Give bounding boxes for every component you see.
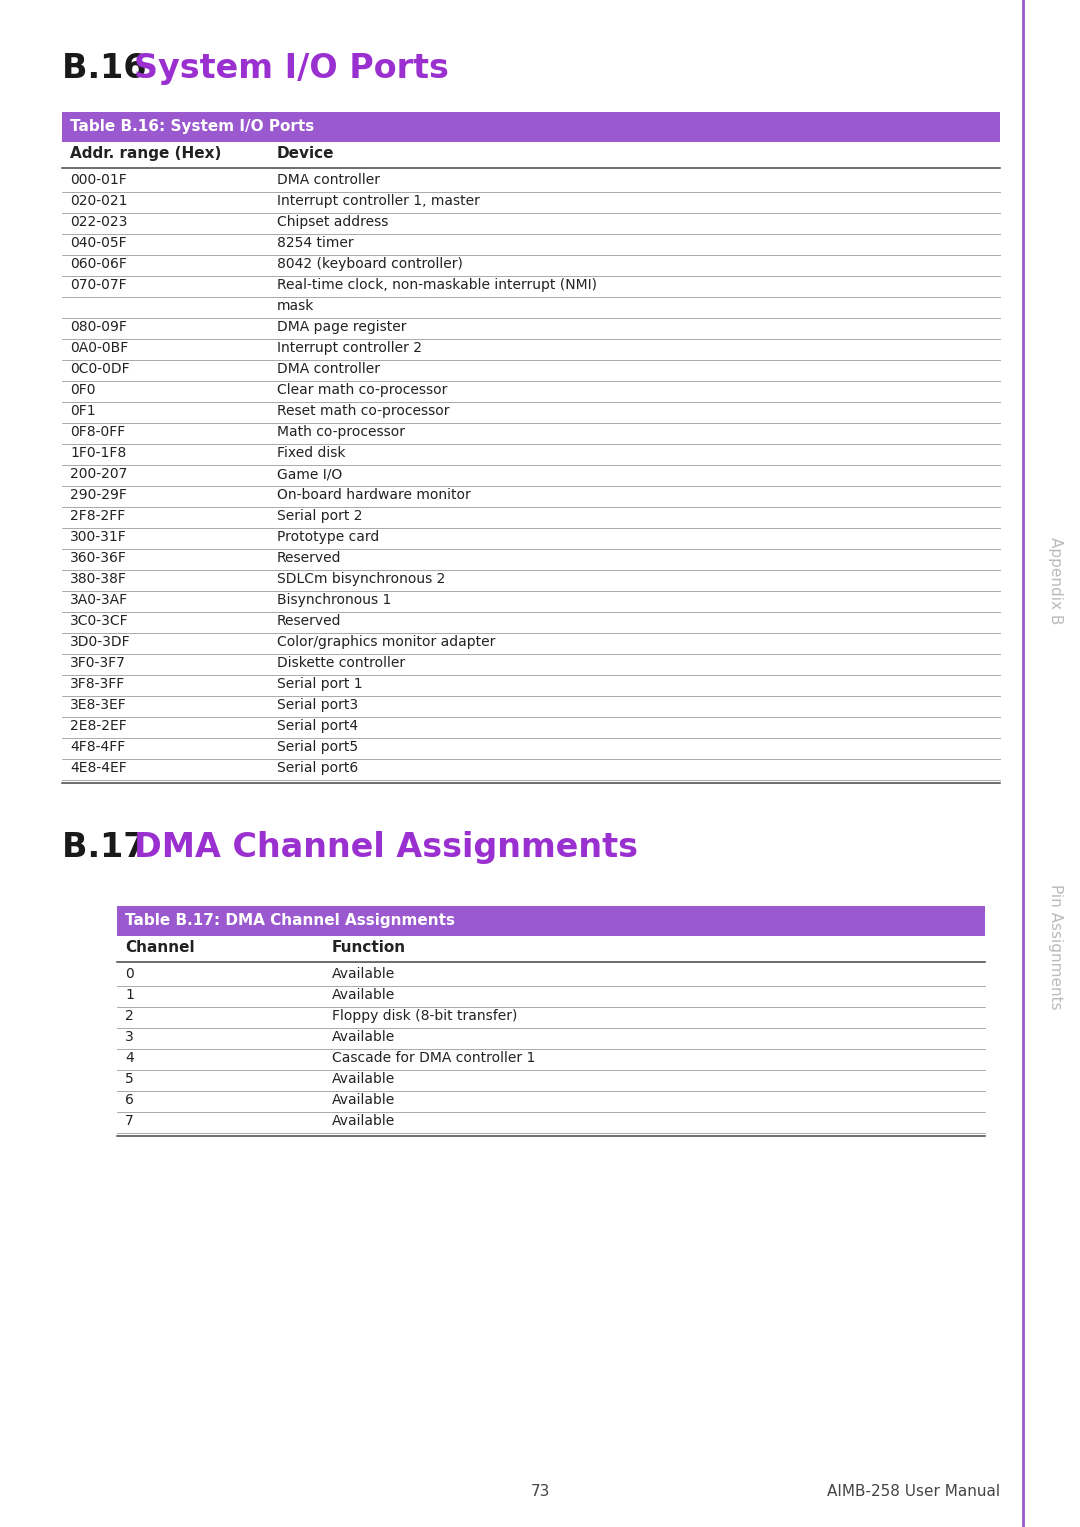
Text: 3A0-3AF: 3A0-3AF xyxy=(70,592,129,608)
Text: Real-time clock, non-maskable interrupt (NMI): Real-time clock, non-maskable interrupt … xyxy=(276,278,597,292)
Text: Diskette controller: Diskette controller xyxy=(276,657,405,670)
Text: Available: Available xyxy=(332,1072,395,1086)
Text: AIMB-258 User Manual: AIMB-258 User Manual xyxy=(827,1484,1000,1500)
Text: DMA page register: DMA page register xyxy=(276,321,406,334)
Text: 080-09F: 080-09F xyxy=(70,321,126,334)
Text: Table B.16: System I/O Ports: Table B.16: System I/O Ports xyxy=(70,119,314,134)
Text: Pin Assignments: Pin Assignments xyxy=(1048,884,1063,1009)
Text: 4: 4 xyxy=(125,1051,134,1064)
Text: 0F0: 0F0 xyxy=(70,383,95,397)
Text: 4F8-4FF: 4F8-4FF xyxy=(70,741,125,754)
Text: SDLCm bisynchronous 2: SDLCm bisynchronous 2 xyxy=(276,573,445,586)
Text: 020-021: 020-021 xyxy=(70,194,127,208)
Text: DMA controller: DMA controller xyxy=(276,173,380,186)
Text: Serial port5: Serial port5 xyxy=(276,741,359,754)
Text: Device: Device xyxy=(276,147,335,160)
Text: 3E8-3EF: 3E8-3EF xyxy=(70,698,126,712)
Text: 060-06F: 060-06F xyxy=(70,257,126,270)
Text: Available: Available xyxy=(332,988,395,1002)
Text: Prototype card: Prototype card xyxy=(276,530,379,544)
Text: Clear math co-processor: Clear math co-processor xyxy=(276,383,447,397)
Text: 7: 7 xyxy=(125,1115,134,1128)
Text: B.17: B.17 xyxy=(62,831,158,864)
Text: 000-01F: 000-01F xyxy=(70,173,126,186)
Text: 070-07F: 070-07F xyxy=(70,278,126,292)
Text: Serial port3: Serial port3 xyxy=(276,698,359,712)
Text: 0F1: 0F1 xyxy=(70,405,96,418)
Text: 300-31F: 300-31F xyxy=(70,530,126,544)
Text: Serial port 2: Serial port 2 xyxy=(276,508,363,524)
Text: Addr. range (Hex): Addr. range (Hex) xyxy=(70,147,221,160)
Text: 380-38F: 380-38F xyxy=(70,573,126,586)
Text: Channel: Channel xyxy=(125,941,194,954)
Text: Fixed disk: Fixed disk xyxy=(276,446,346,460)
Text: mask: mask xyxy=(276,299,314,313)
Bar xyxy=(117,906,985,936)
Text: 0: 0 xyxy=(125,967,134,980)
Text: Reserved: Reserved xyxy=(276,614,341,628)
Text: Interrupt controller 2: Interrupt controller 2 xyxy=(276,341,422,354)
Text: 0C0-0DF: 0C0-0DF xyxy=(70,362,130,376)
Text: Table B.17: DMA Channel Assignments: Table B.17: DMA Channel Assignments xyxy=(125,913,455,928)
Text: 040-05F: 040-05F xyxy=(70,237,126,250)
Text: Game I/O: Game I/O xyxy=(276,467,342,481)
Text: Available: Available xyxy=(332,1115,395,1128)
Text: Available: Available xyxy=(332,1031,395,1044)
Text: Serial port6: Serial port6 xyxy=(276,760,359,776)
Text: 2: 2 xyxy=(125,1009,134,1023)
Text: 022-023: 022-023 xyxy=(70,215,127,229)
Text: Bisynchronous 1: Bisynchronous 1 xyxy=(276,592,391,608)
Text: B.16: B.16 xyxy=(62,52,158,86)
Text: 8042 (keyboard controller): 8042 (keyboard controller) xyxy=(276,257,463,270)
Text: 3C0-3CF: 3C0-3CF xyxy=(70,614,129,628)
Text: 2E8-2EF: 2E8-2EF xyxy=(70,719,126,733)
Text: 4E8-4EF: 4E8-4EF xyxy=(70,760,126,776)
Text: 360-36F: 360-36F xyxy=(70,551,126,565)
Text: Available: Available xyxy=(332,967,395,980)
Text: 8254 timer: 8254 timer xyxy=(276,237,353,250)
Text: 0F8-0FF: 0F8-0FF xyxy=(70,425,125,438)
Text: 3F0-3F7: 3F0-3F7 xyxy=(70,657,126,670)
Text: 5: 5 xyxy=(125,1072,134,1086)
Text: Reset math co-processor: Reset math co-processor xyxy=(276,405,449,418)
Text: 73: 73 xyxy=(530,1484,550,1500)
Text: 3: 3 xyxy=(125,1031,134,1044)
Text: DMA controller: DMA controller xyxy=(276,362,380,376)
Text: 6: 6 xyxy=(125,1093,134,1107)
Text: Chipset address: Chipset address xyxy=(276,215,389,229)
Text: Appendix B: Appendix B xyxy=(1048,536,1063,625)
Text: Function: Function xyxy=(332,941,406,954)
Text: 290-29F: 290-29F xyxy=(70,489,126,502)
Text: On-board hardware monitor: On-board hardware monitor xyxy=(276,489,471,502)
Text: 1F0-1F8: 1F0-1F8 xyxy=(70,446,126,460)
Text: 2F8-2FF: 2F8-2FF xyxy=(70,508,125,524)
Text: Reserved: Reserved xyxy=(276,551,341,565)
Text: Floppy disk (8-bit transfer): Floppy disk (8-bit transfer) xyxy=(332,1009,517,1023)
Text: Color/graphics monitor adapter: Color/graphics monitor adapter xyxy=(276,635,496,649)
Text: 3D0-3DF: 3D0-3DF xyxy=(70,635,131,649)
Text: 200-207: 200-207 xyxy=(70,467,127,481)
Text: 3F8-3FF: 3F8-3FF xyxy=(70,676,125,692)
Text: Cascade for DMA controller 1: Cascade for DMA controller 1 xyxy=(332,1051,536,1064)
Text: Serial port 1: Serial port 1 xyxy=(276,676,363,692)
Bar xyxy=(62,111,1000,142)
Text: Interrupt controller 1, master: Interrupt controller 1, master xyxy=(276,194,480,208)
Text: 1: 1 xyxy=(125,988,134,1002)
Text: 0A0-0BF: 0A0-0BF xyxy=(70,341,129,354)
Text: Available: Available xyxy=(332,1093,395,1107)
Text: Serial port4: Serial port4 xyxy=(276,719,359,733)
Text: Math co-processor: Math co-processor xyxy=(276,425,405,438)
Text: System I/O Ports: System I/O Ports xyxy=(134,52,449,86)
Text: DMA Channel Assignments: DMA Channel Assignments xyxy=(134,831,638,864)
